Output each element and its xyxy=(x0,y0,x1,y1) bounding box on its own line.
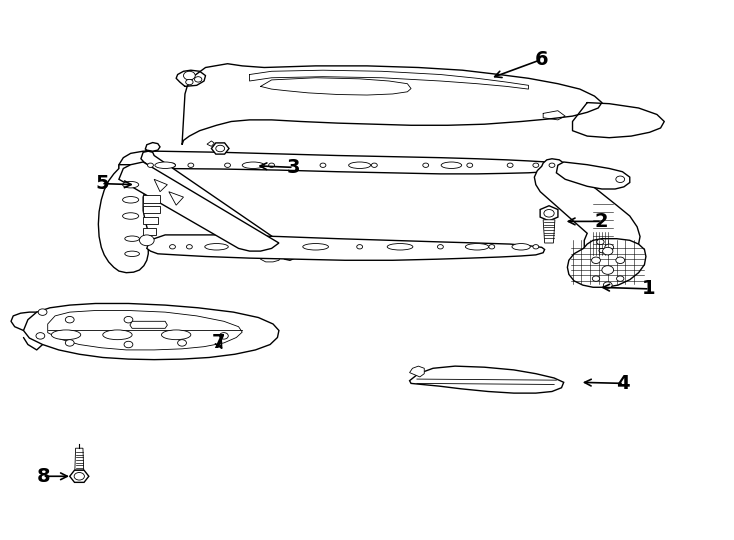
Circle shape xyxy=(602,266,614,274)
Ellipse shape xyxy=(51,330,81,340)
Ellipse shape xyxy=(125,236,139,241)
Polygon shape xyxy=(145,143,160,151)
Polygon shape xyxy=(70,470,89,482)
Ellipse shape xyxy=(123,181,139,188)
Polygon shape xyxy=(143,195,160,202)
Text: 1: 1 xyxy=(642,279,656,299)
Circle shape xyxy=(38,309,47,315)
Ellipse shape xyxy=(242,162,264,168)
Circle shape xyxy=(178,340,186,346)
Polygon shape xyxy=(143,228,156,235)
Polygon shape xyxy=(98,165,158,273)
Text: 4: 4 xyxy=(617,374,631,393)
Circle shape xyxy=(437,245,443,249)
Text: 3: 3 xyxy=(286,158,299,177)
Circle shape xyxy=(219,333,228,339)
Circle shape xyxy=(467,163,473,167)
Ellipse shape xyxy=(125,251,139,256)
Ellipse shape xyxy=(123,213,139,219)
Text: 5: 5 xyxy=(95,174,109,193)
Polygon shape xyxy=(147,235,545,260)
Circle shape xyxy=(186,245,192,249)
Text: 8: 8 xyxy=(36,467,50,486)
Polygon shape xyxy=(143,217,158,224)
Circle shape xyxy=(603,247,613,255)
Circle shape xyxy=(592,257,600,264)
Circle shape xyxy=(269,163,275,167)
Circle shape xyxy=(184,71,195,80)
Polygon shape xyxy=(169,192,184,205)
Circle shape xyxy=(65,316,74,323)
Circle shape xyxy=(617,276,624,281)
Polygon shape xyxy=(211,143,229,154)
Polygon shape xyxy=(207,141,214,146)
Circle shape xyxy=(124,316,133,323)
Ellipse shape xyxy=(302,244,329,250)
Polygon shape xyxy=(141,151,297,260)
Ellipse shape xyxy=(161,330,191,340)
Text: 2: 2 xyxy=(595,212,608,231)
Circle shape xyxy=(170,163,175,167)
Circle shape xyxy=(195,77,202,82)
Circle shape xyxy=(597,239,604,245)
Ellipse shape xyxy=(349,162,371,168)
Circle shape xyxy=(320,163,326,167)
Ellipse shape xyxy=(205,244,228,250)
Circle shape xyxy=(533,163,539,167)
Circle shape xyxy=(225,163,230,167)
Ellipse shape xyxy=(441,162,462,168)
Polygon shape xyxy=(23,303,279,360)
Ellipse shape xyxy=(465,244,489,250)
Polygon shape xyxy=(119,151,562,174)
Circle shape xyxy=(544,210,554,217)
Circle shape xyxy=(36,333,45,339)
Polygon shape xyxy=(143,206,160,213)
Circle shape xyxy=(216,145,225,152)
Polygon shape xyxy=(130,321,167,328)
Circle shape xyxy=(423,163,429,167)
Polygon shape xyxy=(48,310,242,350)
Circle shape xyxy=(549,163,555,167)
Text: 6: 6 xyxy=(534,50,548,69)
Polygon shape xyxy=(410,366,564,393)
Circle shape xyxy=(507,163,513,167)
Polygon shape xyxy=(410,366,424,377)
Polygon shape xyxy=(556,162,630,189)
Circle shape xyxy=(489,245,495,249)
Circle shape xyxy=(124,341,133,348)
Polygon shape xyxy=(75,448,84,470)
Circle shape xyxy=(186,79,193,85)
Ellipse shape xyxy=(123,197,139,203)
Ellipse shape xyxy=(103,330,132,340)
Circle shape xyxy=(188,163,194,167)
Circle shape xyxy=(603,282,612,288)
Circle shape xyxy=(533,245,539,249)
Polygon shape xyxy=(540,206,558,221)
Circle shape xyxy=(371,163,377,167)
Circle shape xyxy=(65,340,74,346)
Circle shape xyxy=(605,244,614,251)
Circle shape xyxy=(599,248,605,253)
Ellipse shape xyxy=(388,244,413,250)
Polygon shape xyxy=(567,239,646,287)
Circle shape xyxy=(592,276,600,281)
Circle shape xyxy=(139,235,154,246)
Ellipse shape xyxy=(155,162,175,168)
Ellipse shape xyxy=(512,244,530,250)
Circle shape xyxy=(74,472,84,480)
Text: 7: 7 xyxy=(211,333,225,353)
Polygon shape xyxy=(119,162,279,251)
Polygon shape xyxy=(534,159,640,257)
Circle shape xyxy=(357,245,363,249)
Circle shape xyxy=(148,163,153,167)
Polygon shape xyxy=(543,220,555,243)
Polygon shape xyxy=(154,179,167,192)
Polygon shape xyxy=(182,64,602,145)
Circle shape xyxy=(616,176,625,183)
Circle shape xyxy=(170,245,175,249)
Circle shape xyxy=(616,257,625,264)
